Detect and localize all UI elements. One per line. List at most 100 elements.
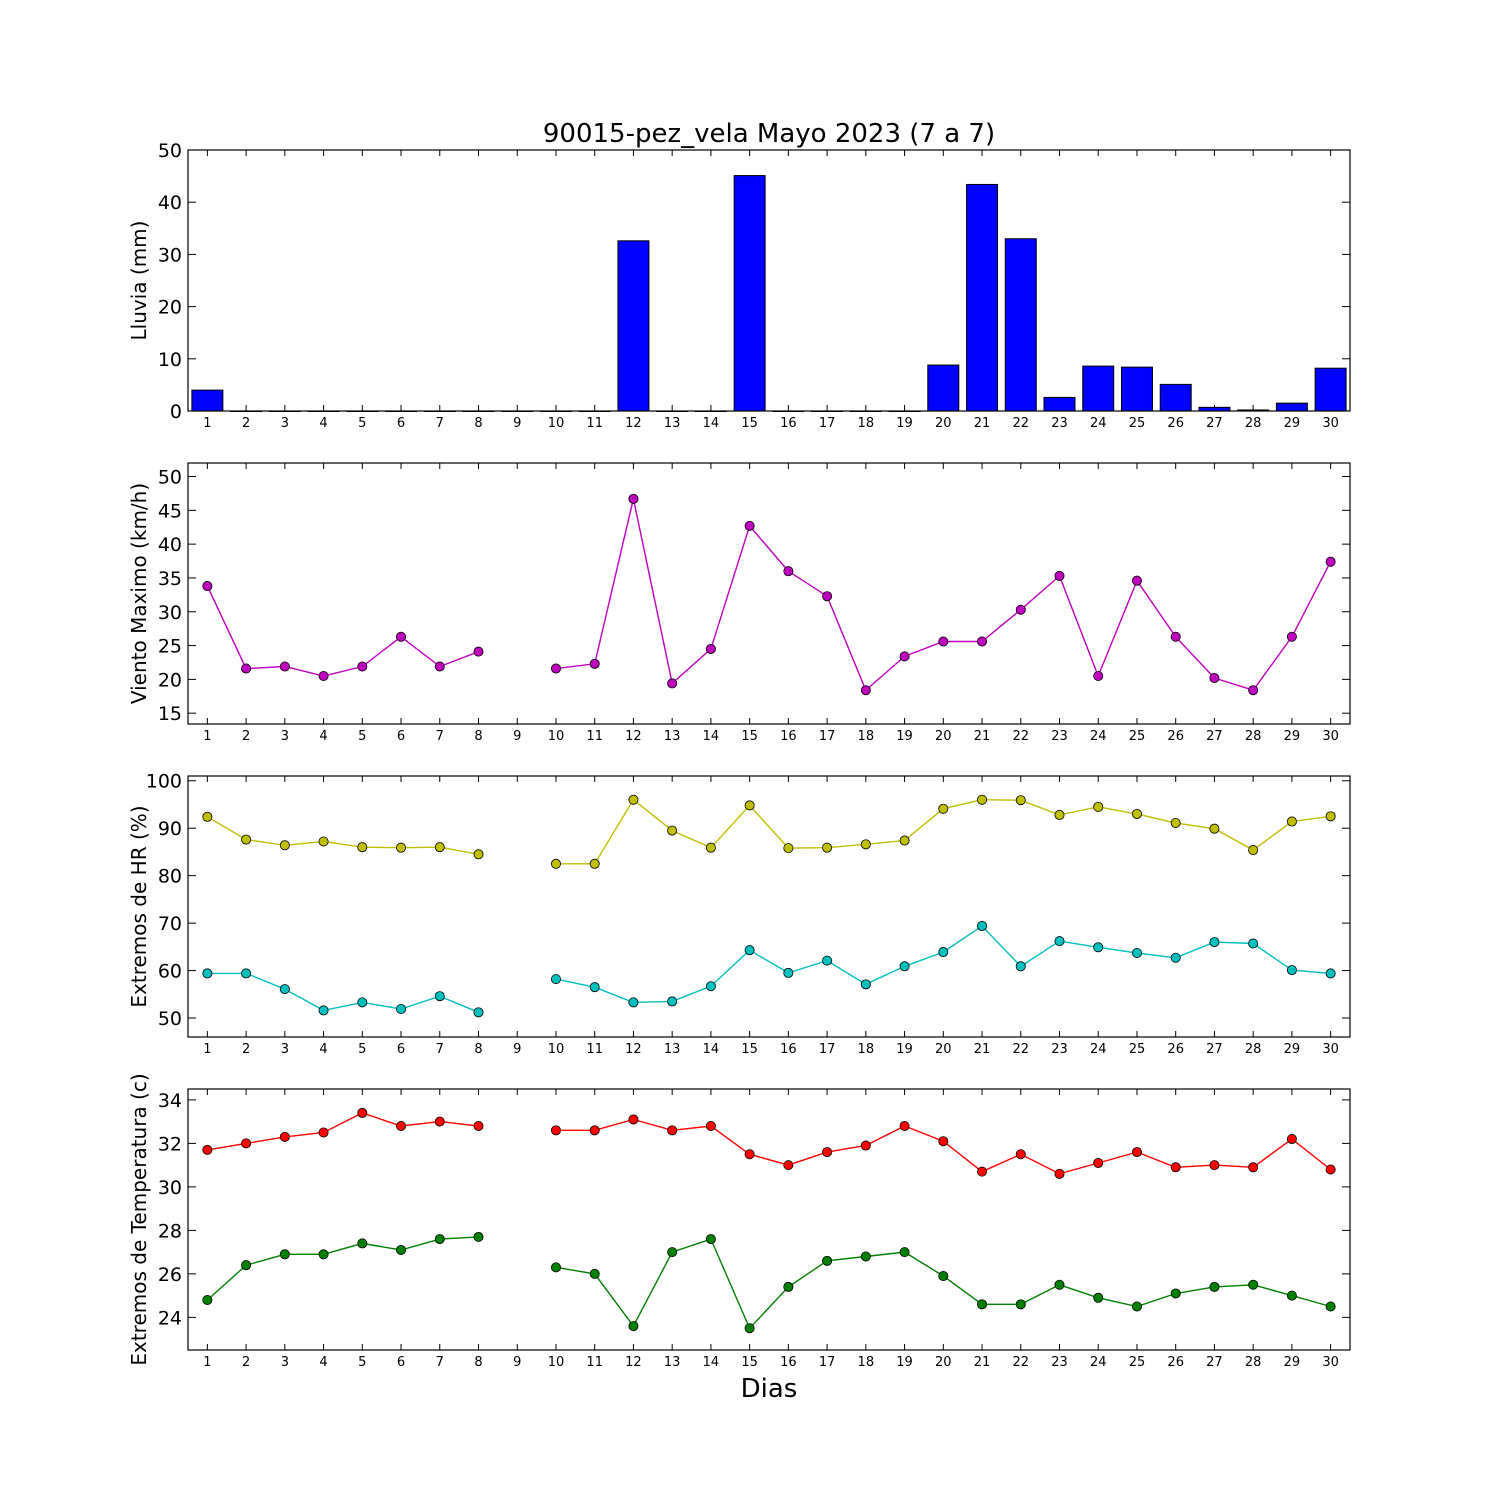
wind-series-0-line bbox=[555, 498, 1332, 692]
wind-ylabel: Viento Maximo (km/h) bbox=[127, 483, 151, 704]
humidity-xtick-label: 11 bbox=[586, 1042, 603, 1057]
humidity-ytick-label: 50 bbox=[158, 1008, 182, 1030]
temperature-series-1-point bbox=[783, 1281, 794, 1292]
humidity-series-0-point bbox=[1054, 809, 1065, 820]
temperature-series-0-point bbox=[667, 1125, 678, 1136]
humidity-series-0-point bbox=[202, 811, 213, 822]
wind-series-0-point bbox=[860, 685, 871, 696]
temperature-series-0-point bbox=[318, 1127, 329, 1138]
temperature-series-1-point bbox=[202, 1294, 213, 1305]
temperature-series-1-point bbox=[318, 1249, 329, 1260]
humidity-series-0-point bbox=[628, 794, 639, 805]
temperature-series-1-point bbox=[744, 1323, 755, 1334]
rainfall-xtick-label: 15 bbox=[741, 416, 758, 431]
wind-ytick-label: 40 bbox=[158, 534, 182, 556]
temperature-xtick-label: 18 bbox=[858, 1355, 875, 1370]
humidity-xtick-label: 22 bbox=[1012, 1042, 1029, 1057]
rainfall-ytick-label: 10 bbox=[158, 349, 182, 371]
wind-xtick-label: 20 bbox=[935, 729, 952, 744]
humidity-series-1-point bbox=[899, 961, 910, 972]
humidity-series-0-point bbox=[1248, 845, 1259, 856]
temperature-xtick-label: 27 bbox=[1206, 1355, 1223, 1370]
temperature-xtick-label: 17 bbox=[819, 1355, 836, 1370]
temperature-series-1-point bbox=[1015, 1299, 1026, 1310]
wind-series-0-point bbox=[977, 636, 988, 647]
temperature-xtick-label: 20 bbox=[935, 1355, 952, 1370]
humidity-ytick-label: 100 bbox=[146, 771, 182, 793]
rainfall-xtick-label: 8 bbox=[474, 416, 482, 431]
humidity-series-0-point bbox=[279, 840, 290, 851]
temperature-series-0-point bbox=[860, 1140, 871, 1151]
humidity-series-0-point bbox=[938, 803, 949, 814]
temperature-series-1-point bbox=[434, 1234, 445, 1245]
temperature-series-1-point bbox=[860, 1251, 871, 1262]
rainfall-bar bbox=[1120, 366, 1153, 412]
wind-ytick-label: 15 bbox=[158, 703, 182, 725]
wind-series-0-point bbox=[1325, 556, 1336, 567]
wind-series-0-point bbox=[783, 566, 794, 577]
humidity-series-1-point bbox=[279, 984, 290, 995]
humidity-xtick-label: 10 bbox=[548, 1042, 565, 1057]
wind-series-0-point bbox=[396, 631, 407, 642]
wind-series-0-line bbox=[206, 585, 479, 677]
temperature-xtick-label: 2 bbox=[242, 1355, 250, 1370]
temperature-series-0-point bbox=[473, 1120, 484, 1131]
wind-xtick-label: 9 bbox=[513, 729, 521, 744]
wind-xtick-label: 6 bbox=[397, 729, 405, 744]
temperature-series-1-point bbox=[550, 1262, 561, 1273]
temperature-series-1-point bbox=[822, 1255, 833, 1266]
wind-series-0-point bbox=[202, 581, 213, 592]
temperature-series-1-point bbox=[396, 1244, 407, 1255]
wind-series-0-point bbox=[1170, 631, 1181, 642]
wind-xtick-label: 14 bbox=[703, 729, 720, 744]
temperature-ytick-label: 24 bbox=[158, 1307, 182, 1329]
temperature-xtick-label: 25 bbox=[1129, 1355, 1146, 1370]
rainfall-xtick-label: 16 bbox=[780, 416, 797, 431]
rainfall-xtick-label: 3 bbox=[281, 416, 289, 431]
wind-xtick-label: 17 bbox=[819, 729, 836, 744]
humidity-xtick-label: 15 bbox=[741, 1042, 758, 1057]
humidity-series-0-point bbox=[1325, 811, 1336, 822]
temperature-ytick-label: 28 bbox=[158, 1220, 182, 1242]
temperature-ytick-label: 30 bbox=[158, 1177, 182, 1199]
wind-ytick-label: 20 bbox=[158, 669, 182, 691]
humidity-series-0-line bbox=[207, 816, 479, 855]
humidity-series-1-point bbox=[860, 979, 871, 990]
temperature-xtick-label: 14 bbox=[703, 1355, 720, 1370]
figure-title: 90015-pez_vela Mayo 2023 (7 a 7) bbox=[543, 119, 995, 149]
temperature-xtick-label: 28 bbox=[1245, 1355, 1262, 1370]
temperature-xtick-label: 7 bbox=[436, 1355, 444, 1370]
rainfall-ytick-label: 30 bbox=[158, 244, 182, 266]
humidity-series-1-point bbox=[783, 967, 794, 978]
rainfall-bar bbox=[617, 240, 650, 412]
temperature-series-1-point bbox=[938, 1271, 949, 1282]
rainfall-xtick-label: 2 bbox=[242, 416, 250, 431]
humidity-series-0-point bbox=[1170, 817, 1181, 828]
temperature-xtick-label: 26 bbox=[1167, 1355, 1184, 1370]
rainfall-bar bbox=[191, 389, 224, 412]
humidity-series-1-point bbox=[202, 968, 213, 979]
rainfall-ytick-label: 20 bbox=[158, 297, 182, 319]
humidity-ytick-label: 80 bbox=[158, 866, 182, 888]
rainfall-ytick-label: 40 bbox=[158, 192, 182, 214]
wind-series-0-point bbox=[1054, 570, 1065, 581]
temperature-xtick-label: 19 bbox=[896, 1355, 913, 1370]
wind-xtick-label: 30 bbox=[1322, 729, 1339, 744]
humidity-series-0-point bbox=[473, 849, 484, 860]
humidity-series-1-point bbox=[1209, 937, 1220, 948]
temperature-series-0-point bbox=[783, 1160, 794, 1171]
humidity-series-0-point bbox=[318, 836, 329, 847]
humidity-series-1-point bbox=[938, 947, 949, 958]
temperature-series-0-point bbox=[241, 1138, 252, 1149]
temperature-xtick-label: 22 bbox=[1012, 1355, 1029, 1370]
humidity-series-0-point bbox=[822, 842, 833, 853]
wind-xtick-label: 22 bbox=[1012, 729, 1029, 744]
humidity-series-1-point bbox=[357, 997, 368, 1008]
temperature-series-1-point bbox=[1325, 1301, 1336, 1312]
humidity-series-1-point bbox=[434, 991, 445, 1002]
humidity-plot-frame bbox=[187, 775, 1351, 1038]
wind-series-0-point bbox=[1286, 631, 1297, 642]
wind-ytick-label: 30 bbox=[158, 602, 182, 624]
wind-series-0-point bbox=[357, 661, 368, 672]
